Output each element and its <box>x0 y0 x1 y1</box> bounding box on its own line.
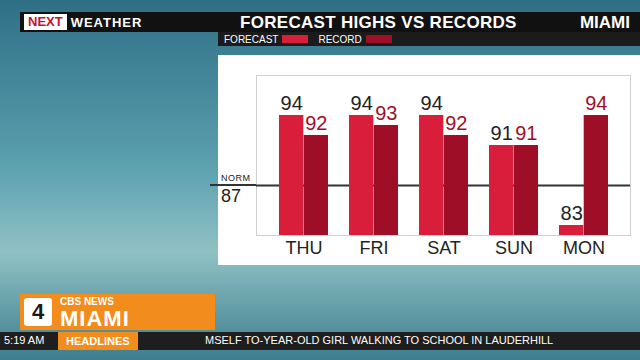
svg-text:94: 94 <box>585 92 607 114</box>
svg-text:83: 83 <box>561 202 583 224</box>
svg-text:92: 92 <box>305 112 327 134</box>
svg-text:93: 93 <box>375 102 397 124</box>
html-text:4: 4 <box>31 299 45 324</box>
html-text:NORM: NORM <box>221 173 251 183</box>
svg-text:92: 92 <box>445 112 467 134</box>
html-text:RECORD: RECORD <box>318 33 362 45</box>
html-text:MSELF TO-YEAR-OLD GIRL WALKING: MSELF TO-YEAR-OLD GIRL WALKING TO SCHOOL… <box>205 334 554 346</box>
svg-text:94: 94 <box>351 92 373 114</box>
html-text:MIAMI: MIAMI <box>60 306 130 331</box>
html-text:NEXT: NEXT <box>28 14 63 29</box>
html-text:87: 87 <box>221 186 241 206</box>
svg-text:91: 91 <box>491 122 513 144</box>
html-text:FORECAST: FORECAST <box>224 33 279 45</box>
svg-text:SAT: SAT <box>427 238 461 258</box>
html-text:HEADLINES: HEADLINES <box>66 335 130 347</box>
html-text:MIAMI: MIAMI <box>580 13 630 32</box>
html-text:5:19 AM: 5:19 AM <box>4 334 45 346</box>
svg-text:FRI: FRI <box>360 238 389 258</box>
svg-text:MON: MON <box>563 238 605 258</box>
html-text:CBS NEWS: CBS NEWS <box>60 296 114 307</box>
html-text:WEATHER: WEATHER <box>70 14 143 30</box>
svg-text:SUN: SUN <box>495 238 533 258</box>
html-text:FORECAST HIGHS VS RECORDS: FORECAST HIGHS VS RECORDS <box>240 13 517 32</box>
svg-text:94: 94 <box>421 92 443 114</box>
svg-text:91: 91 <box>515 122 537 144</box>
svg-text:94: 94 <box>281 92 303 114</box>
svg-text:THU: THU <box>286 238 323 258</box>
